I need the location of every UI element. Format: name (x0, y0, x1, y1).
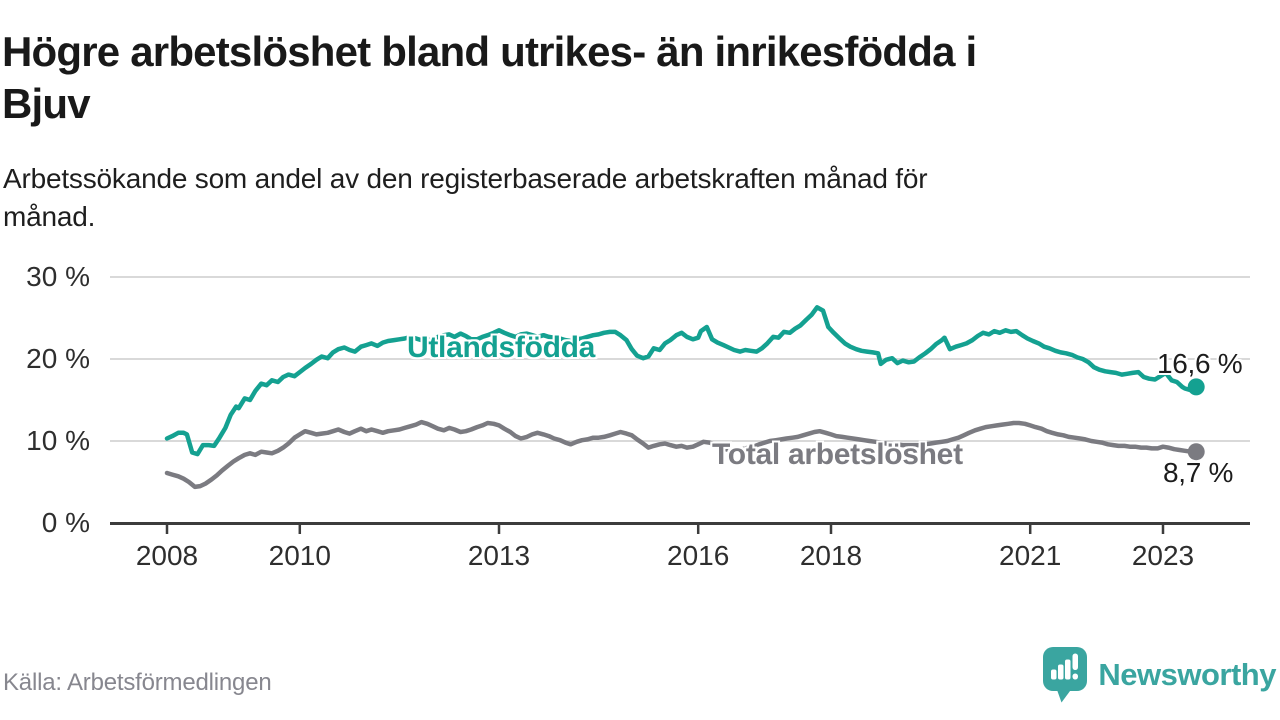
end-value-label-total: 8,7 % (1163, 457, 1234, 488)
series-label-utlandsfodda: Utlandsfödda (407, 331, 596, 364)
series-end-dot (1187, 378, 1205, 396)
source-note: Källa: Arbetsförmedlingen (3, 669, 272, 696)
series-line-total-arbetsl-shet (164, 419, 1199, 490)
x-tick-label: 2008 (135, 540, 199, 571)
series-label-total-arbetsloshet: Total arbetslöshet (712, 438, 963, 471)
x-tick-label: 2023 (1131, 540, 1195, 571)
page-title: Högre arbetslöshet bland utrikes- än inr… (2, 26, 1262, 130)
x-tick-label: 2016 (667, 540, 730, 571)
x-tick-label: 2018 (799, 540, 863, 571)
newsworthy-logo-icon (1042, 646, 1089, 704)
chart-subtitle-line2: månad. (3, 201, 96, 232)
newsworthy-branding: Newsworthy (1042, 646, 1276, 704)
chart-subtitle-line1: Arbetssökande som andel av den registerb… (3, 163, 928, 194)
y-tick-label: 30 % (26, 261, 90, 292)
page-title-line1: Högre arbetslöshet bland utrikes- än inr… (2, 28, 977, 75)
chart-subtitle: Arbetssökande som andel av den registerb… (3, 160, 1263, 236)
y-tick-label: 20 % (26, 343, 90, 374)
end-value-label-utlandsfodda: 16,6 % (1157, 348, 1243, 379)
page-title-line2: Bjuv (2, 80, 91, 127)
series-end-dot (1187, 443, 1205, 461)
x-tick-label: 2010 (268, 540, 331, 571)
series-line-utlandsf-dda (164, 305, 1199, 457)
x-tick-label: 2021 (999, 540, 1062, 571)
y-tick-label: 10 % (26, 425, 90, 456)
y-tick-label: 0 % (41, 507, 90, 538)
newsworthy-wordmark: Newsworthy (1098, 657, 1276, 692)
x-tick-label: 2013 (467, 540, 531, 571)
